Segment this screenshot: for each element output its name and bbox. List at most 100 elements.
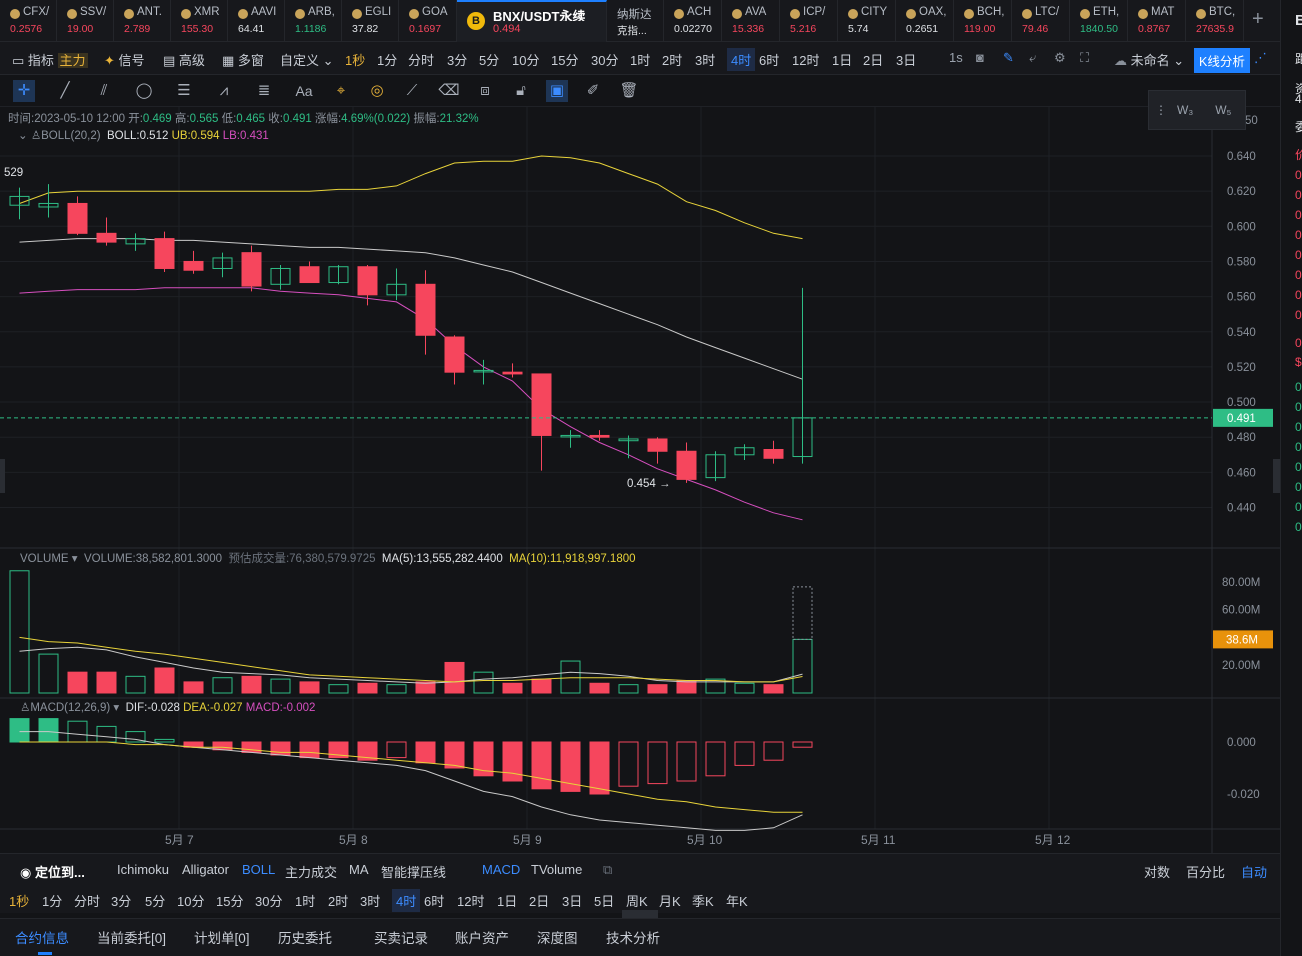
indicator-4[interactable]: MA <box>349 862 369 877</box>
pattern-icon[interactable]: ⩘ <box>219 82 229 99</box>
eraser-icon[interactable]: ⌫ <box>438 82 460 99</box>
indicator-7[interactable]: TVolume <box>531 862 583 877</box>
w5-button[interactable]: W₅ <box>1215 103 1232 117</box>
fibonacci-icon[interactable]: ≣ <box>257 82 271 99</box>
tab-6[interactable]: 深度图 <box>537 931 578 946</box>
measure-icon[interactable]: ◎ <box>370 82 384 99</box>
indicator-1[interactable]: Alligator <box>182 862 229 877</box>
ticker-item[interactable]: ETH, 1840.50 <box>1070 0 1128 42</box>
chevron-down-icon[interactable]: ▾ <box>71 553 78 565</box>
ticker-item[interactable]: OAX, 0.2651 <box>896 0 954 42</box>
tab-4[interactable]: 买卖记录 <box>374 931 428 946</box>
external-link-icon[interactable]: ⧉ <box>603 862 613 877</box>
tab-2[interactable]: 计划单[0] <box>194 931 250 946</box>
interval-5[interactable]: 10分 <box>512 53 540 68</box>
horizontal-lines-icon[interactable]: ☰ <box>177 82 191 99</box>
fullscreen-icon[interactable]: ⛶ <box>1080 50 1090 65</box>
timeframe-15[interactable]: 2日 <box>529 894 550 909</box>
interval-7[interactable]: 30分 <box>591 53 619 68</box>
percent-scale-button[interactable]: 百分比 <box>1186 865 1226 880</box>
ticker-item[interactable]: CITY 5.74 <box>838 0 896 42</box>
interval-0[interactable]: 1秒 <box>345 53 366 68</box>
advanced-button[interactable]: ▤ 高级 <box>163 53 205 68</box>
interval-2[interactable]: 分时 <box>408 53 435 68</box>
ticker-item[interactable]: BTC, 27635.9 <box>1186 0 1244 42</box>
w3-button[interactable]: W₃ <box>1177 103 1194 117</box>
custom-dropdown[interactable]: 自定义 ⌄ <box>280 50 334 69</box>
locate-button[interactable]: ◉ 定位到... <box>20 865 85 880</box>
timeframe-2[interactable]: 分时 <box>74 894 101 909</box>
add-ticker-icon[interactable]: + <box>1252 8 1264 30</box>
tab-7[interactable]: 技术分析 <box>606 931 660 946</box>
indicator-0[interactable]: Ichimoku <box>117 862 170 877</box>
text-tool-icon[interactable]: Aa <box>295 83 313 99</box>
interval-12[interactable]: 6时 <box>759 53 780 68</box>
timeframe-8[interactable]: 1时 <box>295 894 316 909</box>
kline-analysis-button[interactable]: K线分析 <box>1194 48 1250 73</box>
ticker-item[interactable]: ICP/5.216 <box>780 0 838 42</box>
ticker-item[interactable]: LTC/79.46 <box>1012 0 1070 42</box>
timeframe-14[interactable]: 1日 <box>497 894 518 909</box>
ticker-item[interactable]: ARB, 1.1186 <box>285 0 342 42</box>
bell-icon[interactable]: ⌄ ♙ <box>18 130 42 142</box>
timeframe-5[interactable]: 10分 <box>177 894 205 909</box>
magnet-icon[interactable]: ⌖ <box>336 82 346 99</box>
tab-5[interactable]: 账户资产 <box>455 931 509 946</box>
indicator-5[interactable]: 智能撑压线 <box>381 865 447 880</box>
parallel-lines-icon[interactable]: ⫽ <box>100 82 108 99</box>
interval-9[interactable]: 2时 <box>662 53 683 68</box>
visibility-icon[interactable]: ▣ <box>546 80 568 102</box>
indicator-6[interactable]: MACD <box>482 862 521 877</box>
replay-icon[interactable]: ⤶ <box>1029 50 1037 65</box>
timeframe-7[interactable]: 30分 <box>255 894 283 909</box>
edit-list-icon[interactable]: ✐ <box>586 82 600 99</box>
interval-10[interactable]: 3时 <box>695 53 716 68</box>
timeframe-17[interactable]: 5日 <box>594 894 615 909</box>
ticker-item[interactable]: MAT 0.8767 <box>1128 0 1186 42</box>
timeframe-11[interactable]: 4时 <box>392 889 421 912</box>
ticker-item[interactable]: SSV/19.00 <box>57 0 114 42</box>
timeframe-3[interactable]: 3分 <box>111 894 132 909</box>
ticker-item[interactable]: 纳斯达 克指... <box>607 0 664 42</box>
ruler-icon[interactable]: ⟋ <box>406 82 418 99</box>
ticker-item[interactable]: XMR 155.30 <box>171 0 228 42</box>
crosshair-icon[interactable]: ✛ <box>13 80 35 102</box>
interval-8[interactable]: 1时 <box>630 53 651 68</box>
interval-14[interactable]: 1日 <box>832 53 853 68</box>
chevron-down-icon[interactable]: ▾ <box>113 702 120 714</box>
ticker-item[interactable]: AAVI 64.41 <box>228 0 285 42</box>
timeframe-20[interactable]: 季K <box>692 894 714 909</box>
tab-3[interactable]: 历史委托 <box>278 931 332 946</box>
timeframe-4[interactable]: 5分 <box>145 894 166 909</box>
interval-15[interactable]: 2日 <box>863 53 884 68</box>
bars-icon[interactable]: ⧈ <box>480 82 490 99</box>
timeframe-6[interactable]: 15分 <box>216 894 244 909</box>
lock-icon[interactable]: 🔓︎ <box>516 82 526 99</box>
ticker-item[interactable]: ANT. 2.789 <box>114 0 171 42</box>
refresh-rate[interactable]: 1s <box>949 50 963 65</box>
ticker-active[interactable]: B BNX/USDT永续 0.494 <box>457 0 607 42</box>
interval-11[interactable]: 4时 <box>727 48 756 71</box>
share-icon[interactable]: ⋰ <box>1254 50 1267 65</box>
timeframe-12[interactable]: 6时 <box>424 894 445 909</box>
timeframe-13[interactable]: 12时 <box>457 894 485 909</box>
interval-16[interactable]: 3日 <box>896 53 917 68</box>
multi-window-button[interactable]: ▦ 多窗 <box>222 53 264 68</box>
signal-button[interactable]: ✦ 信号 <box>104 50 145 69</box>
ticker-item[interactable]: GOA 0.1697 <box>399 0 457 42</box>
bell-icon[interactable]: ♙ <box>20 702 31 714</box>
interval-13[interactable]: 12时 <box>792 53 820 68</box>
timeframe-9[interactable]: 2时 <box>328 894 349 909</box>
interval-3[interactable]: 3分 <box>447 53 468 68</box>
kline-chart[interactable]: 0.454 → 50 0.640 0.620 0.600 0.580 0.560 0.540 0… <box>0 107 1280 853</box>
interval-1[interactable]: 1分 <box>377 53 398 68</box>
timeframe-1[interactable]: 1分 <box>42 894 63 909</box>
ellipse-icon[interactable]: ◯ <box>135 82 153 99</box>
indicator-3[interactable]: 主力成交 <box>285 865 338 880</box>
tab-0[interactable]: 合约信息 <box>15 931 69 946</box>
timeframe-10[interactable]: 3时 <box>360 894 381 909</box>
ticker-item[interactable]: ACH 0.02270 <box>664 0 722 42</box>
ticker-item[interactable]: CFX/0.2576 <box>0 0 57 42</box>
timeframe-16[interactable]: 3日 <box>562 894 583 909</box>
settings-icon[interactable]: ⚙ <box>1054 50 1066 65</box>
